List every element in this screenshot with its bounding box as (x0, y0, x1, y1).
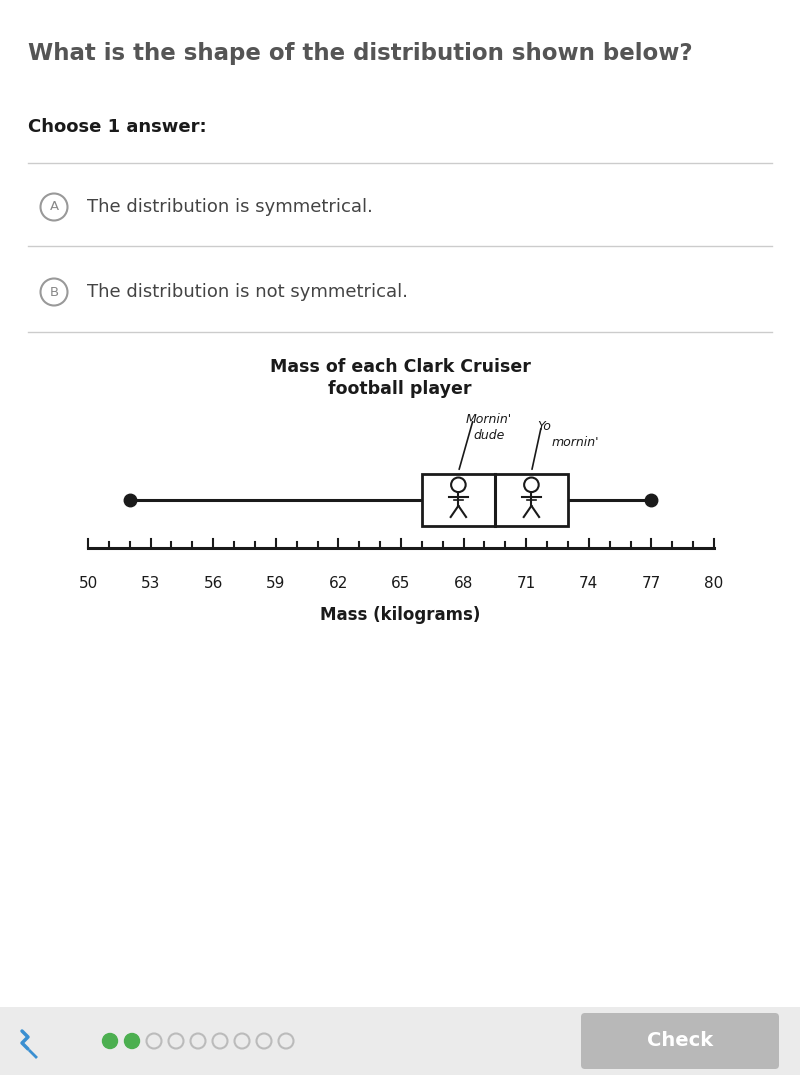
Text: 59: 59 (266, 576, 286, 591)
Text: Mass of each Clark Cruiser: Mass of each Clark Cruiser (270, 358, 530, 376)
Text: The distribution is symmetrical.: The distribution is symmetrical. (87, 198, 373, 216)
Text: Mornin': Mornin' (466, 413, 511, 426)
Text: What is the shape of the distribution shown below?: What is the shape of the distribution sh… (28, 42, 693, 64)
Text: A: A (50, 201, 58, 214)
Text: Choose 1 answer:: Choose 1 answer: (28, 118, 206, 137)
Circle shape (102, 1033, 118, 1048)
Circle shape (125, 1033, 139, 1048)
Text: 77: 77 (642, 576, 661, 591)
Text: Check: Check (647, 1032, 713, 1050)
Text: 53: 53 (141, 576, 160, 591)
Text: 65: 65 (391, 576, 410, 591)
Text: 68: 68 (454, 576, 474, 591)
Text: 71: 71 (517, 576, 536, 591)
Text: The distribution is not symmetrical.: The distribution is not symmetrical. (87, 283, 408, 301)
Text: 74: 74 (579, 576, 598, 591)
Text: 50: 50 (78, 576, 98, 591)
Text: 62: 62 (329, 576, 348, 591)
FancyBboxPatch shape (581, 1013, 779, 1069)
Text: dude: dude (474, 429, 505, 442)
Text: B: B (50, 286, 58, 299)
Bar (422, 474, 568, 526)
Bar (0, 1007, 800, 1075)
Text: Yo: Yo (538, 420, 551, 433)
Text: football player: football player (328, 379, 472, 398)
Text: mornin': mornin' (551, 436, 599, 449)
Text: Mass (kilograms): Mass (kilograms) (320, 606, 480, 624)
Text: 56: 56 (203, 576, 223, 591)
Text: 80: 80 (704, 576, 724, 591)
